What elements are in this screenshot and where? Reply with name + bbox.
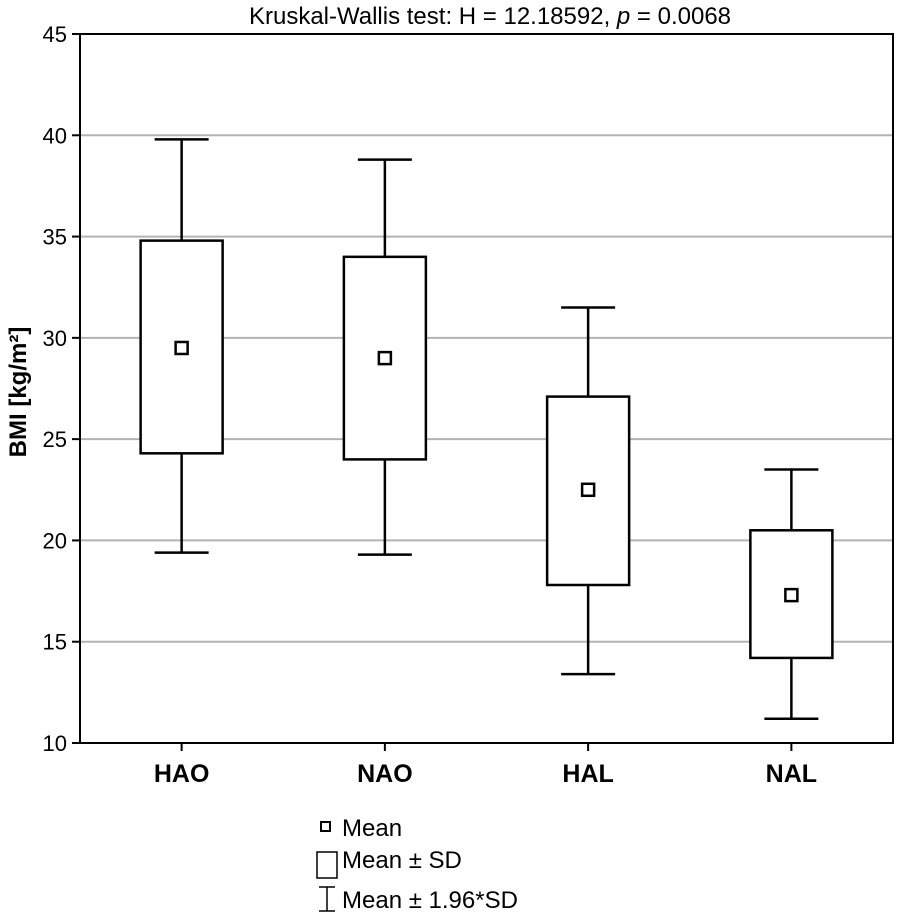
legend-label-sd: Mean ± SD (342, 847, 462, 874)
box-group-nal (749, 468, 834, 720)
mean-marker (174, 340, 189, 356)
plot-frame (79, 33, 894, 744)
legend-item-whisker: Mean ± 1.96*SD (319, 886, 518, 914)
y-tick-label: 25 (43, 427, 67, 452)
box-group-nao (342, 158, 428, 556)
y-tick-label: 20 (43, 528, 67, 553)
x-axis-categories: HAO NAO HAL NAL (154, 743, 817, 788)
x-category-label-hal: HAL (562, 760, 613, 788)
y-tick-label: 35 (43, 225, 67, 250)
legend-item-mean: Mean (320, 815, 402, 842)
y-tick-label: 10 (43, 731, 67, 756)
box-group-hao (139, 138, 224, 554)
plot-series (139, 138, 834, 720)
mean-marker (580, 482, 596, 498)
chart-title: Kruskal-Wallis test: H = 12.18592, p = 0… (249, 3, 731, 30)
mean-square-icon (320, 821, 331, 832)
y-tick-label: 30 (43, 326, 67, 351)
whisker-icon (319, 886, 335, 912)
mean-marker (784, 587, 799, 603)
y-axis-label: BMI [kg/m²] (5, 327, 32, 458)
y-tick-label: 15 (43, 630, 67, 655)
box-group-hal (545, 306, 631, 676)
x-category-label-nao: NAO (357, 760, 413, 788)
y-tick-label: 45 (43, 22, 67, 47)
sd-box (342, 255, 428, 461)
sd-box-icon (316, 851, 338, 879)
legend-item-sd: Mean ± SD (316, 847, 462, 879)
legend: Mean Mean ± SD Mean ± 1.96*SD (316, 815, 518, 914)
x-category-label-nal: NAL (766, 760, 817, 788)
legend-label-whisker: Mean ± 1.96*SD (342, 887, 518, 914)
y-tick-label: 40 (43, 123, 67, 148)
mean-marker (377, 350, 393, 366)
y-axis-ticks: 10 15 20 25 30 35 40 45 (43, 22, 80, 756)
legend-label-mean: Mean (342, 815, 402, 842)
x-category-label-hao: HAO (154, 760, 210, 788)
